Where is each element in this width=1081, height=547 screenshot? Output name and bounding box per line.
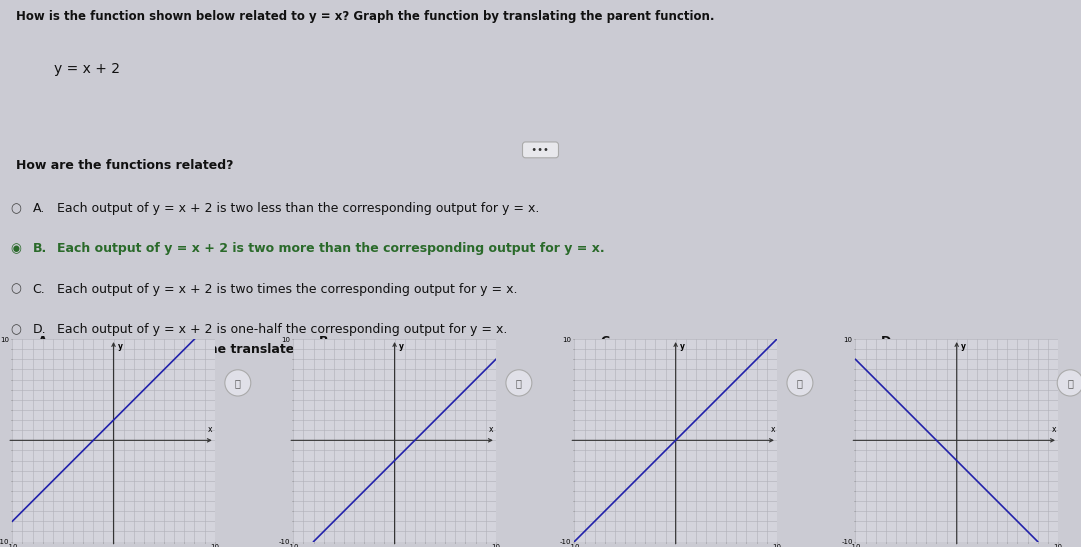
Text: ○: ○ — [11, 202, 22, 215]
Text: D.: D. — [881, 335, 896, 348]
Text: y = x + 2: y = x + 2 — [54, 62, 120, 76]
Text: x: x — [209, 425, 213, 434]
Text: ⌕: ⌕ — [797, 378, 803, 388]
Text: A.: A. — [32, 202, 44, 215]
Text: C.: C. — [600, 335, 614, 348]
Text: y: y — [118, 342, 122, 351]
Text: ⌕: ⌕ — [235, 378, 241, 388]
Text: x: x — [490, 425, 494, 434]
Text: Each output of y = x + 2 is one-half the corresponding output for y = x.: Each output of y = x + 2 is one-half the… — [57, 323, 508, 336]
Text: Which graph below shows the translated function?: Which graph below shows the translated f… — [16, 342, 373, 356]
Text: B.: B. — [319, 335, 333, 348]
Text: Each output of y = x + 2 is two times the corresponding output for y = x.: Each output of y = x + 2 is two times th… — [57, 283, 518, 296]
Text: ○: ○ — [16, 337, 26, 347]
Text: ○: ○ — [578, 337, 588, 347]
Text: ⌕: ⌕ — [1067, 378, 1073, 388]
Text: Each output of y = x + 2 is two more than the corresponding output for y = x.: Each output of y = x + 2 is two more tha… — [57, 242, 605, 255]
Text: ◉: ◉ — [11, 242, 22, 255]
Text: x: x — [1052, 425, 1056, 434]
Text: Each output of y = x + 2 is two less than the corresponding output for y = x.: Each output of y = x + 2 is two less tha… — [57, 202, 539, 215]
Text: y: y — [680, 342, 684, 351]
Text: C.: C. — [32, 283, 45, 296]
Text: A.: A. — [38, 335, 53, 348]
Text: x: x — [771, 425, 775, 434]
Text: How are the functions related?: How are the functions related? — [16, 159, 233, 172]
Circle shape — [506, 370, 532, 396]
Circle shape — [1057, 370, 1081, 396]
Circle shape — [225, 370, 251, 396]
Text: •••: ••• — [525, 145, 556, 155]
Text: D.: D. — [32, 323, 46, 336]
Text: y: y — [399, 342, 403, 351]
Text: B.: B. — [32, 242, 46, 255]
Text: How is the function shown below related to y = x? Graph the function by translat: How is the function shown below related … — [16, 10, 715, 24]
Text: ⌕: ⌕ — [516, 378, 522, 388]
Text: ○: ○ — [859, 337, 869, 347]
Text: ○: ○ — [11, 323, 22, 336]
Text: ○: ○ — [11, 283, 22, 296]
Circle shape — [787, 370, 813, 396]
Text: ○: ○ — [297, 337, 307, 347]
Text: y: y — [961, 342, 965, 351]
